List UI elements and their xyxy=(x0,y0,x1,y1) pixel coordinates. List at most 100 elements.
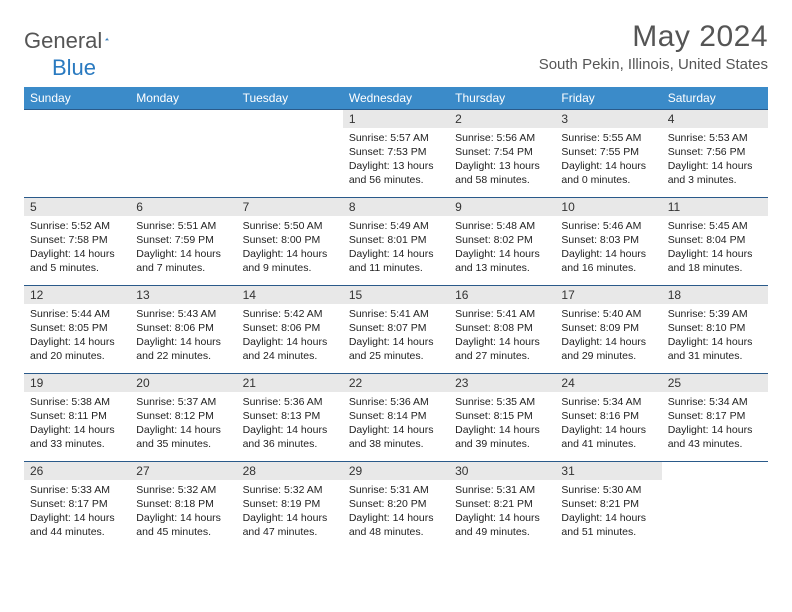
day-details-row: Sunrise: 5:52 AMSunset: 7:58 PMDaylight:… xyxy=(24,216,768,286)
sunrise-text: Sunrise: 5:36 AM xyxy=(349,395,443,409)
sunrise-text: Sunrise: 5:39 AM xyxy=(668,307,762,321)
day-details-cell: Sunrise: 5:35 AMSunset: 8:15 PMDaylight:… xyxy=(449,392,555,462)
sunset-text: Sunset: 8:13 PM xyxy=(243,409,337,423)
day-number-cell: 5 xyxy=(24,198,130,216)
sunset-text: Sunset: 7:58 PM xyxy=(30,233,124,247)
sunrise-text: Sunrise: 5:45 AM xyxy=(668,219,762,233)
day-number-cell: 7 xyxy=(237,198,343,216)
day-number-cell: 26 xyxy=(24,462,130,480)
day-number-cell: 13 xyxy=(130,286,236,304)
day-details-cell xyxy=(662,480,768,550)
day-details-cell: Sunrise: 5:56 AMSunset: 7:54 PMDaylight:… xyxy=(449,128,555,198)
brand-sail-icon xyxy=(105,31,109,47)
day-number-cell: 23 xyxy=(449,374,555,392)
sunset-text: Sunset: 8:04 PM xyxy=(668,233,762,247)
daylight-text: Daylight: 14 hours and 5 minutes. xyxy=(30,247,124,275)
daylight-text: Daylight: 14 hours and 11 minutes. xyxy=(349,247,443,275)
sunrise-text: Sunrise: 5:36 AM xyxy=(243,395,337,409)
day-details-cell: Sunrise: 5:41 AMSunset: 8:07 PMDaylight:… xyxy=(343,304,449,374)
day-details-cell: Sunrise: 5:31 AMSunset: 8:20 PMDaylight:… xyxy=(343,480,449,550)
daylight-text: Daylight: 14 hours and 20 minutes. xyxy=(30,335,124,363)
daylight-text: Daylight: 14 hours and 18 minutes. xyxy=(668,247,762,275)
day-number-cell: 10 xyxy=(555,198,661,216)
daylight-text: Daylight: 14 hours and 29 minutes. xyxy=(561,335,655,363)
sunrise-text: Sunrise: 5:31 AM xyxy=(455,483,549,497)
sunrise-text: Sunrise: 5:48 AM xyxy=(455,219,549,233)
brand-part2: Blue xyxy=(52,55,96,81)
day-details-cell: Sunrise: 5:48 AMSunset: 8:02 PMDaylight:… xyxy=(449,216,555,286)
day-number-cell: 21 xyxy=(237,374,343,392)
day-number-row: 1234 xyxy=(24,110,768,128)
day-details-cell: Sunrise: 5:40 AMSunset: 8:09 PMDaylight:… xyxy=(555,304,661,374)
weekday-header: Saturday xyxy=(662,87,768,110)
sunset-text: Sunset: 8:20 PM xyxy=(349,497,443,511)
sunset-text: Sunset: 8:07 PM xyxy=(349,321,443,335)
day-details-cell: Sunrise: 5:53 AMSunset: 7:56 PMDaylight:… xyxy=(662,128,768,198)
sunrise-text: Sunrise: 5:49 AM xyxy=(349,219,443,233)
day-number-cell: 3 xyxy=(555,110,661,128)
sunrise-text: Sunrise: 5:40 AM xyxy=(561,307,655,321)
day-number-cell: 18 xyxy=(662,286,768,304)
day-details-row: Sunrise: 5:44 AMSunset: 8:05 PMDaylight:… xyxy=(24,304,768,374)
day-number-cell: 24 xyxy=(555,374,661,392)
sunset-text: Sunset: 8:14 PM xyxy=(349,409,443,423)
sunset-text: Sunset: 7:54 PM xyxy=(455,145,549,159)
day-details-cell: Sunrise: 5:45 AMSunset: 8:04 PMDaylight:… xyxy=(662,216,768,286)
daylight-text: Daylight: 14 hours and 39 minutes. xyxy=(455,423,549,451)
day-details-cell: Sunrise: 5:38 AMSunset: 8:11 PMDaylight:… xyxy=(24,392,130,462)
daylight-text: Daylight: 14 hours and 44 minutes. xyxy=(30,511,124,539)
sunrise-text: Sunrise: 5:35 AM xyxy=(455,395,549,409)
day-number-cell: 22 xyxy=(343,374,449,392)
daylight-text: Daylight: 14 hours and 9 minutes. xyxy=(243,247,337,275)
sunset-text: Sunset: 7:53 PM xyxy=(349,145,443,159)
sunrise-text: Sunrise: 5:52 AM xyxy=(30,219,124,233)
day-details-cell: Sunrise: 5:37 AMSunset: 8:12 PMDaylight:… xyxy=(130,392,236,462)
month-title: May 2024 xyxy=(539,20,768,54)
sunrise-text: Sunrise: 5:51 AM xyxy=(136,219,230,233)
daylight-text: Daylight: 14 hours and 33 minutes. xyxy=(30,423,124,451)
day-number-cell xyxy=(662,462,768,480)
daylight-text: Daylight: 14 hours and 35 minutes. xyxy=(136,423,230,451)
sunset-text: Sunset: 8:05 PM xyxy=(30,321,124,335)
sunrise-text: Sunrise: 5:44 AM xyxy=(30,307,124,321)
day-details-cell: Sunrise: 5:31 AMSunset: 8:21 PMDaylight:… xyxy=(449,480,555,550)
day-details-row: Sunrise: 5:33 AMSunset: 8:17 PMDaylight:… xyxy=(24,480,768,550)
daylight-text: Daylight: 14 hours and 31 minutes. xyxy=(668,335,762,363)
daylight-text: Daylight: 14 hours and 25 minutes. xyxy=(349,335,443,363)
daylight-text: Daylight: 14 hours and 13 minutes. xyxy=(455,247,549,275)
sunrise-text: Sunrise: 5:32 AM xyxy=(243,483,337,497)
day-number-cell xyxy=(24,110,130,128)
day-details-cell: Sunrise: 5:51 AMSunset: 7:59 PMDaylight:… xyxy=(130,216,236,286)
weekday-header: Tuesday xyxy=(237,87,343,110)
sunrise-text: Sunrise: 5:56 AM xyxy=(455,131,549,145)
sunset-text: Sunset: 8:10 PM xyxy=(668,321,762,335)
day-number-cell: 6 xyxy=(130,198,236,216)
daylight-text: Daylight: 14 hours and 16 minutes. xyxy=(561,247,655,275)
sunset-text: Sunset: 8:16 PM xyxy=(561,409,655,423)
day-number-cell: 14 xyxy=(237,286,343,304)
sunrise-text: Sunrise: 5:41 AM xyxy=(349,307,443,321)
day-number-row: 12131415161718 xyxy=(24,286,768,304)
weekday-header: Friday xyxy=(555,87,661,110)
sunset-text: Sunset: 8:17 PM xyxy=(668,409,762,423)
sunset-text: Sunset: 8:11 PM xyxy=(30,409,124,423)
calendar-head: SundayMondayTuesdayWednesdayThursdayFrid… xyxy=(24,87,768,110)
sunset-text: Sunset: 8:15 PM xyxy=(455,409,549,423)
day-number-cell: 15 xyxy=(343,286,449,304)
daylight-text: Daylight: 14 hours and 36 minutes. xyxy=(243,423,337,451)
daylight-text: Daylight: 13 hours and 58 minutes. xyxy=(455,159,549,187)
sunrise-text: Sunrise: 5:34 AM xyxy=(668,395,762,409)
brand-part1: General xyxy=(24,28,102,54)
day-details-cell: Sunrise: 5:32 AMSunset: 8:19 PMDaylight:… xyxy=(237,480,343,550)
day-number-cell: 25 xyxy=(662,374,768,392)
sunset-text: Sunset: 8:03 PM xyxy=(561,233,655,247)
sunset-text: Sunset: 8:06 PM xyxy=(136,321,230,335)
day-number-cell: 31 xyxy=(555,462,661,480)
brand-logo: General xyxy=(24,28,129,54)
day-details-cell: Sunrise: 5:34 AMSunset: 8:17 PMDaylight:… xyxy=(662,392,768,462)
sunrise-text: Sunrise: 5:38 AM xyxy=(30,395,124,409)
day-number-cell: 2 xyxy=(449,110,555,128)
day-number-cell: 12 xyxy=(24,286,130,304)
day-details-row: Sunrise: 5:57 AMSunset: 7:53 PMDaylight:… xyxy=(24,128,768,198)
title-block: May 2024 South Pekin, Illinois, United S… xyxy=(539,20,768,73)
